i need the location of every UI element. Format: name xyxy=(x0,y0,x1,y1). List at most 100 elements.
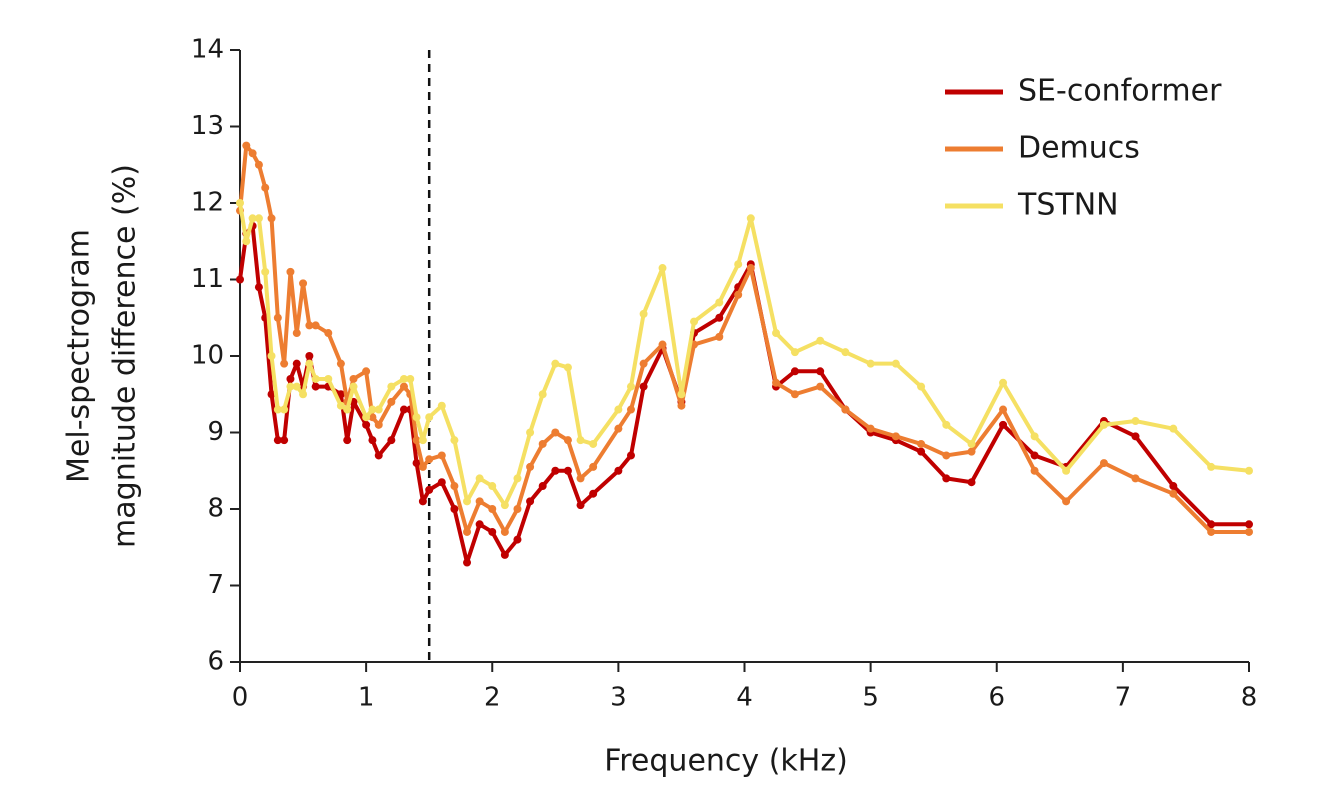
data-point xyxy=(418,497,427,506)
data-point xyxy=(399,374,408,383)
data-point xyxy=(576,474,585,483)
data-point xyxy=(589,489,598,498)
data-point xyxy=(576,436,585,445)
data-point xyxy=(816,367,825,376)
data-point xyxy=(734,290,743,299)
data-point xyxy=(463,558,472,567)
x-tick-label: 8 xyxy=(1241,683,1258,713)
data-point xyxy=(362,367,371,376)
data-point xyxy=(273,436,282,445)
data-point xyxy=(292,359,301,368)
data-point xyxy=(280,405,289,414)
y-tick-label: 13 xyxy=(191,111,224,141)
data-point xyxy=(1245,527,1253,536)
data-point xyxy=(589,462,598,471)
data-point xyxy=(406,374,415,383)
data-point xyxy=(254,283,263,292)
data-point xyxy=(1131,417,1140,426)
data-point xyxy=(1062,497,1071,506)
data-point xyxy=(967,439,976,448)
data-point xyxy=(362,420,371,429)
data-point xyxy=(368,413,377,422)
data-point xyxy=(563,436,572,445)
data-point xyxy=(526,428,535,437)
data-point xyxy=(1245,466,1253,475)
data-point xyxy=(891,432,900,441)
data-point xyxy=(589,439,598,448)
data-point xyxy=(734,260,743,269)
data-point xyxy=(715,313,724,322)
data-point xyxy=(626,451,635,460)
data-point xyxy=(399,405,408,414)
data-point xyxy=(248,149,257,158)
data-point xyxy=(311,321,320,330)
data-point xyxy=(336,390,345,399)
data-point xyxy=(1099,459,1108,468)
data-point xyxy=(1099,420,1108,429)
legend-label: TSTNN xyxy=(1017,188,1119,223)
data-point xyxy=(772,329,781,338)
data-point xyxy=(286,374,295,383)
data-point xyxy=(551,359,560,368)
data-point xyxy=(311,382,320,391)
data-point xyxy=(999,420,1008,429)
data-point xyxy=(1131,432,1140,441)
data-point xyxy=(658,340,667,349)
x-tick-label: 5 xyxy=(862,683,879,713)
x-tick-label: 4 xyxy=(736,683,753,713)
y-tick-label: 10 xyxy=(191,341,224,371)
data-point xyxy=(500,550,509,559)
data-point xyxy=(639,382,648,391)
data-point xyxy=(538,390,547,399)
data-point xyxy=(305,352,314,360)
data-point xyxy=(551,466,560,475)
data-point xyxy=(267,214,276,223)
data-point xyxy=(576,501,585,510)
data-point xyxy=(399,382,408,391)
data-point xyxy=(463,527,472,536)
data-point xyxy=(614,466,623,475)
data-point xyxy=(841,405,850,414)
data-point xyxy=(1030,466,1039,475)
data-point xyxy=(450,482,459,491)
data-point xyxy=(488,505,497,513)
data-point xyxy=(563,363,572,372)
data-point xyxy=(248,214,257,223)
data-point xyxy=(563,466,572,475)
data-point xyxy=(551,428,560,437)
y-tick-label: 9 xyxy=(207,417,224,447)
data-point xyxy=(526,497,535,506)
data-point xyxy=(292,329,301,338)
data-point xyxy=(299,279,308,288)
data-point xyxy=(917,447,926,456)
data-point xyxy=(273,405,282,414)
data-point xyxy=(425,413,434,422)
data-point xyxy=(305,359,314,368)
data-point xyxy=(917,382,926,391)
data-point xyxy=(412,459,421,468)
data-point xyxy=(349,382,358,391)
data-point xyxy=(437,401,446,410)
data-point xyxy=(368,405,377,414)
x-tick-label: 2 xyxy=(484,683,501,713)
data-point xyxy=(866,359,875,368)
data-point xyxy=(1169,489,1178,498)
data-point xyxy=(236,275,244,284)
data-point xyxy=(475,520,484,529)
data-point xyxy=(1207,527,1216,536)
data-point xyxy=(299,390,308,399)
data-point xyxy=(1169,424,1178,433)
data-point xyxy=(538,439,547,448)
data-point xyxy=(677,390,686,399)
data-point xyxy=(513,505,522,513)
data-point xyxy=(236,199,244,207)
data-point xyxy=(254,214,263,223)
x-tick-label: 6 xyxy=(988,683,1005,713)
x-tick-label: 1 xyxy=(358,683,375,713)
data-point xyxy=(614,424,623,433)
data-point xyxy=(475,497,484,506)
data-point xyxy=(425,455,434,464)
data-point xyxy=(639,309,648,318)
data-point xyxy=(343,436,352,445)
